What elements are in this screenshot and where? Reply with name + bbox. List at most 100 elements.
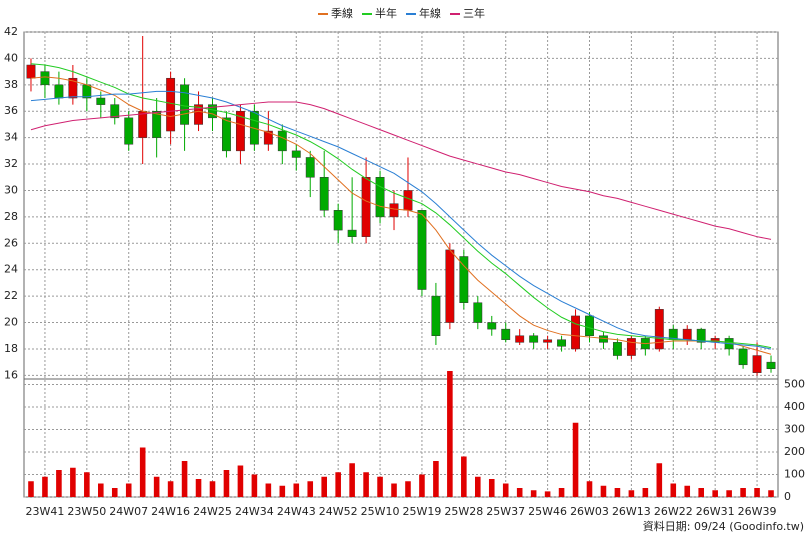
volume-bar bbox=[698, 488, 704, 497]
candle-body bbox=[752, 355, 762, 373]
volume-bar bbox=[111, 488, 118, 497]
x-tick-label: 25W46 bbox=[528, 505, 567, 518]
x-tick-label: 23W50 bbox=[67, 505, 106, 518]
volume-bar bbox=[600, 485, 607, 497]
candle-body bbox=[473, 302, 483, 323]
candle-body bbox=[515, 335, 525, 343]
volume-bar bbox=[586, 481, 593, 497]
candle-body bbox=[389, 203, 399, 218]
volume-bar bbox=[98, 483, 104, 497]
candle-body bbox=[557, 339, 567, 347]
volume-bar bbox=[433, 461, 439, 497]
volume-bar bbox=[125, 483, 132, 497]
candle-body bbox=[138, 110, 148, 138]
y-tick-label: 24 bbox=[4, 263, 18, 276]
volume-bar bbox=[740, 488, 746, 497]
candle-body bbox=[682, 328, 692, 340]
ma-line bbox=[30, 101, 772, 240]
volume-bar bbox=[614, 488, 621, 497]
volume-bar bbox=[419, 474, 425, 497]
y-tick-label: 20 bbox=[4, 316, 18, 329]
candle-body bbox=[96, 97, 106, 105]
volume-bar bbox=[684, 485, 691, 497]
candle-body bbox=[612, 342, 622, 356]
ma-line bbox=[30, 63, 772, 349]
candle-body bbox=[263, 130, 273, 145]
volume-bar bbox=[405, 481, 411, 497]
candle-body bbox=[54, 84, 64, 99]
candle-body bbox=[194, 104, 203, 125]
x-tick-label: 26W22 bbox=[654, 505, 693, 518]
candle-body bbox=[249, 110, 259, 145]
candle-body bbox=[543, 339, 553, 343]
candle-body bbox=[459, 256, 469, 303]
volume-bar bbox=[153, 476, 160, 497]
y-tick-label: 34 bbox=[4, 131, 18, 144]
x-tick-label: 24W16 bbox=[151, 505, 190, 518]
volume-bar bbox=[209, 481, 216, 497]
volume-bar bbox=[42, 476, 48, 497]
volume-bar bbox=[475, 476, 481, 497]
y2-tick-label: 0 bbox=[784, 490, 791, 503]
legend-label: 年線 bbox=[419, 6, 441, 20]
x-tick-label: 24W07 bbox=[109, 505, 148, 518]
volume-bar bbox=[265, 483, 272, 497]
candle-body bbox=[152, 110, 162, 138]
y-tick-label: 36 bbox=[4, 104, 18, 117]
legend-label: 季線 bbox=[331, 6, 353, 20]
candle-body bbox=[124, 117, 134, 145]
candle-body bbox=[235, 110, 245, 152]
volume-bar bbox=[558, 488, 565, 497]
candle-body bbox=[487, 322, 497, 330]
plot-frame bbox=[23, 31, 779, 498]
volume-bar bbox=[768, 490, 774, 497]
candle-body bbox=[180, 84, 190, 125]
y-tick-label: 18 bbox=[4, 342, 18, 355]
legend: 季線 半年 年線 三年 bbox=[318, 6, 485, 20]
x-tick-label: 24W25 bbox=[193, 505, 232, 518]
candle-body bbox=[375, 177, 385, 218]
candle-body bbox=[26, 64, 36, 79]
candle-body bbox=[277, 130, 287, 152]
volume-bar bbox=[56, 470, 62, 497]
candle-body bbox=[68, 77, 78, 99]
candle-body bbox=[319, 177, 329, 211]
candle-body bbox=[626, 338, 636, 356]
candle-body bbox=[431, 295, 441, 336]
candle-body bbox=[166, 77, 176, 132]
candle-body bbox=[696, 328, 706, 343]
ma-line bbox=[30, 76, 772, 355]
volume-bar bbox=[712, 490, 718, 497]
volume-bar bbox=[321, 476, 327, 497]
y-tick-label: 42 bbox=[4, 25, 18, 38]
volume-bar bbox=[530, 490, 537, 497]
candle-body bbox=[501, 328, 511, 340]
footnote: 資料日期: 09/24 (Goodinfo.tw) bbox=[643, 519, 804, 533]
volume-bar bbox=[181, 461, 188, 497]
volume-bar bbox=[307, 481, 314, 497]
x-tick-label: 25W37 bbox=[486, 505, 525, 518]
candle-body bbox=[347, 229, 357, 237]
candle-body bbox=[110, 104, 120, 119]
volume-bar bbox=[628, 490, 635, 497]
candle-body bbox=[738, 348, 748, 366]
y-tick-label: 38 bbox=[4, 78, 18, 91]
volume-bar bbox=[377, 476, 383, 497]
volume-bar bbox=[656, 463, 663, 497]
x-tick-label: 23W41 bbox=[26, 505, 65, 518]
y2-tick-label: 200 bbox=[784, 445, 805, 458]
y-tick-label: 32 bbox=[4, 157, 18, 170]
candle-body bbox=[403, 190, 413, 211]
volume-bar bbox=[502, 483, 509, 497]
volume-bar bbox=[670, 483, 677, 497]
volume-bar bbox=[167, 481, 174, 497]
volume-bar bbox=[251, 474, 258, 497]
x-tick-label: 25W19 bbox=[403, 505, 442, 518]
volume-bar bbox=[572, 422, 579, 497]
volume-bar bbox=[84, 472, 90, 497]
volume-bar bbox=[544, 491, 551, 497]
candle-body bbox=[766, 361, 776, 370]
volume-bar bbox=[726, 490, 732, 497]
candle-body bbox=[361, 177, 371, 237]
